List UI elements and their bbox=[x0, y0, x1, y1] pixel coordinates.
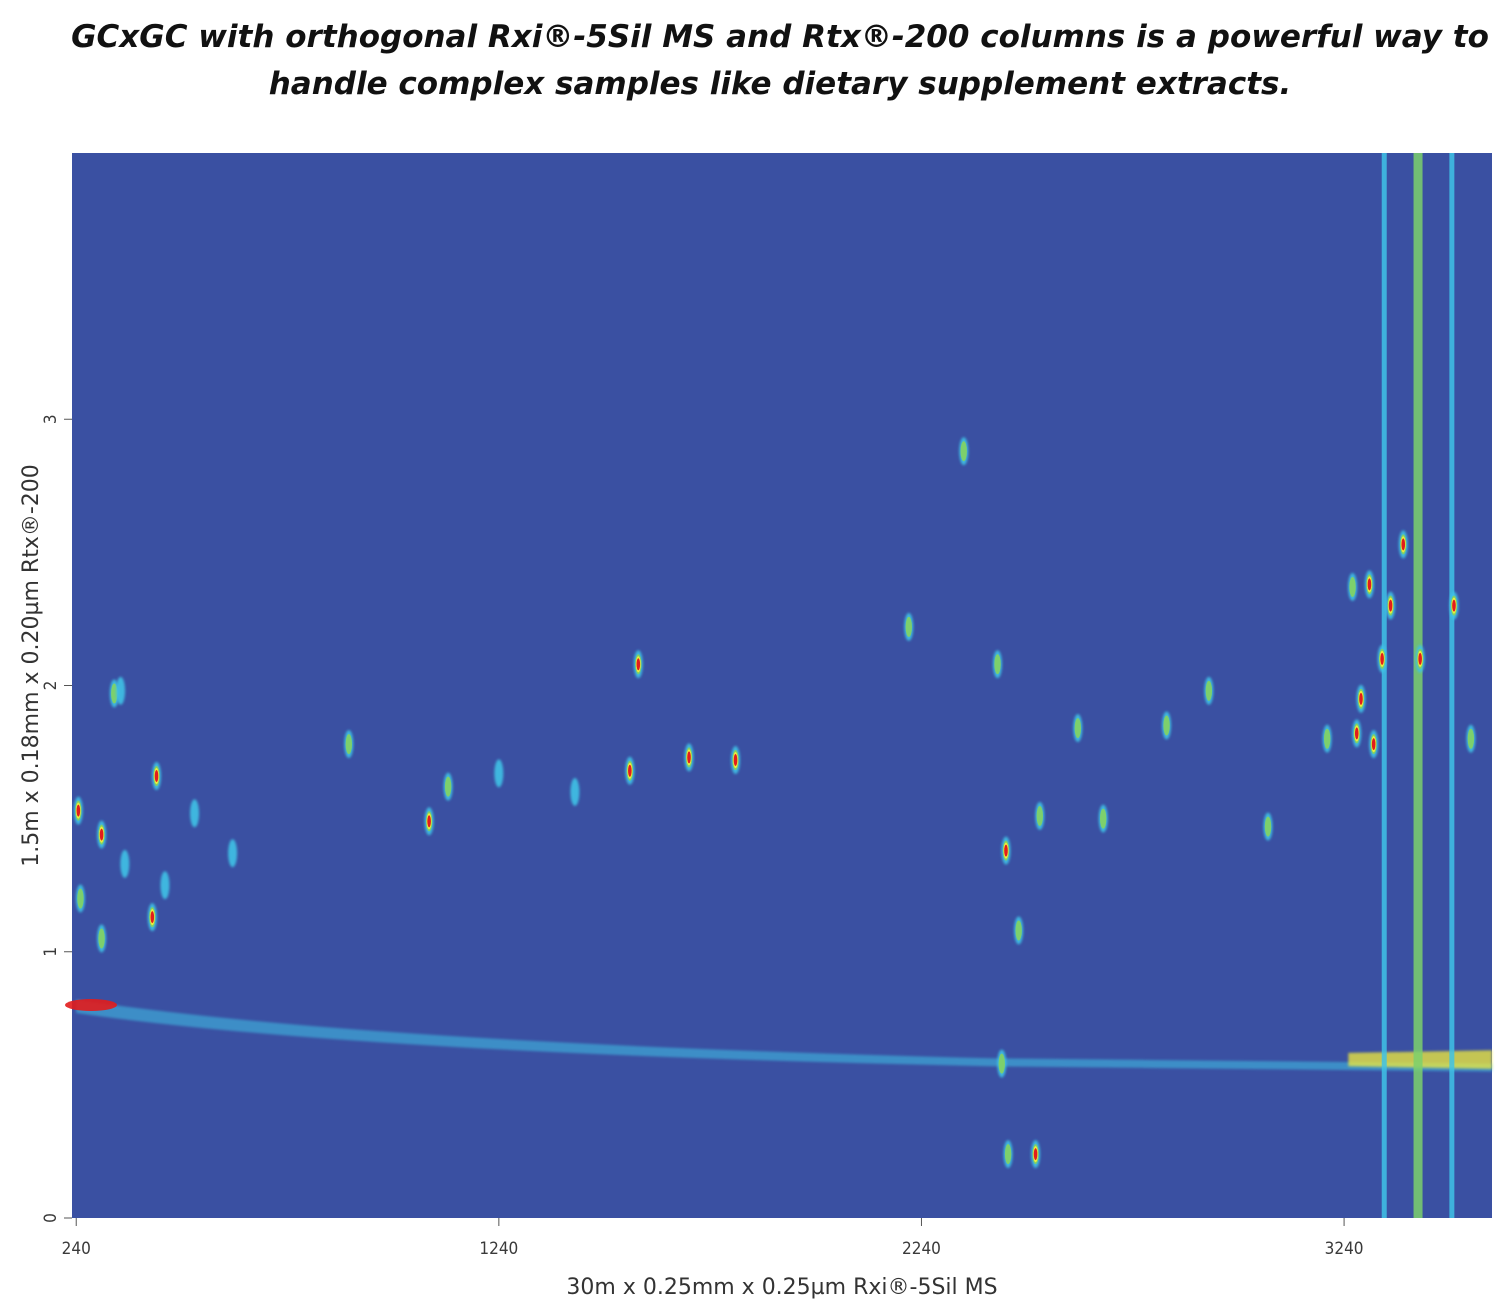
peak-9 bbox=[120, 849, 130, 878]
peak-42 bbox=[1377, 644, 1387, 673]
peak-25 bbox=[1014, 916, 1024, 945]
peak-12 bbox=[228, 839, 238, 868]
plot-area bbox=[72, 153, 1492, 1218]
peak-47 bbox=[1466, 724, 1476, 753]
peak-43 bbox=[1386, 591, 1396, 620]
peak-30 bbox=[1204, 676, 1214, 705]
peak-32 bbox=[997, 1049, 1007, 1078]
peak-46 bbox=[1449, 591, 1459, 620]
peak-10 bbox=[160, 871, 170, 900]
peak-14 bbox=[424, 807, 434, 836]
peak-37 bbox=[1348, 572, 1358, 601]
peak-36 bbox=[1322, 724, 1332, 753]
axes: 240 1240 2240 3240 0 1 2 3 bbox=[41, 414, 1364, 1259]
peak-40 bbox=[1364, 570, 1374, 599]
peak-3 bbox=[97, 820, 107, 849]
peak-6 bbox=[152, 762, 162, 791]
peak-5 bbox=[116, 676, 126, 705]
peak-34 bbox=[1031, 1140, 1041, 1169]
streak-1 bbox=[1381, 153, 1387, 1218]
peak-13 bbox=[344, 730, 354, 759]
peak-18 bbox=[625, 756, 635, 785]
peak-16 bbox=[494, 759, 504, 788]
peak-22 bbox=[904, 612, 914, 641]
peak-45 bbox=[1415, 644, 1425, 673]
peak-35 bbox=[959, 437, 969, 466]
peak-33 bbox=[1003, 1140, 1013, 1169]
peak-28 bbox=[1098, 804, 1108, 833]
streak-3 bbox=[1449, 153, 1455, 1218]
peak-31 bbox=[1263, 812, 1273, 841]
peak-41 bbox=[1369, 730, 1379, 759]
peak-19 bbox=[633, 650, 643, 679]
x-tick-label-2: 1240 bbox=[479, 1239, 518, 1259]
peak-24 bbox=[1001, 836, 1011, 865]
heatmap-marks bbox=[65, 153, 1492, 1218]
title-line-1: GCxGC with orthogonal Rxi®-5Sil MS and R… bbox=[71, 19, 1489, 55]
x-tick-label-1: 240 bbox=[62, 1239, 91, 1259]
peak-8 bbox=[97, 924, 107, 953]
peak-27 bbox=[1073, 714, 1083, 743]
peak-2 bbox=[75, 884, 85, 913]
y-axis-label: 1.5m x 0.18mm x 0.20µm Rtx®-200 bbox=[19, 464, 44, 867]
streak-2 bbox=[1413, 153, 1423, 1218]
peak-15 bbox=[443, 772, 453, 801]
peak-20 bbox=[684, 743, 694, 772]
peak-29 bbox=[1162, 711, 1172, 740]
peak-1 bbox=[73, 796, 83, 825]
x-axis-label: 30m x 0.25mm x 0.25µm Rxi®-5Sil MS bbox=[566, 1275, 997, 1300]
peak-39 bbox=[1356, 684, 1366, 713]
peak-21 bbox=[731, 746, 741, 775]
peak-38 bbox=[1352, 719, 1362, 748]
peak-23 bbox=[993, 650, 1003, 679]
x-tick-label-4: 3240 bbox=[1325, 1239, 1364, 1259]
chart-title: GCxGC with orthogonal Rxi®-5Sil MS and R… bbox=[60, 14, 1499, 108]
peak-11 bbox=[190, 799, 200, 828]
y-tick-label-1: 0 bbox=[41, 1213, 61, 1223]
y-tick-label-2: 1 bbox=[41, 947, 61, 957]
peak-44 bbox=[1398, 530, 1408, 559]
solvent-peak bbox=[65, 999, 118, 1011]
title-line-2: handle complex samples like dietary supp… bbox=[268, 66, 1292, 102]
peak-7 bbox=[147, 903, 157, 932]
y-tick-label-4: 3 bbox=[41, 414, 61, 424]
x-tick-label-3: 2240 bbox=[902, 1239, 941, 1259]
y-tick-label-3: 2 bbox=[41, 681, 61, 691]
peak-17 bbox=[570, 778, 580, 806]
peak-26 bbox=[1035, 801, 1045, 830]
